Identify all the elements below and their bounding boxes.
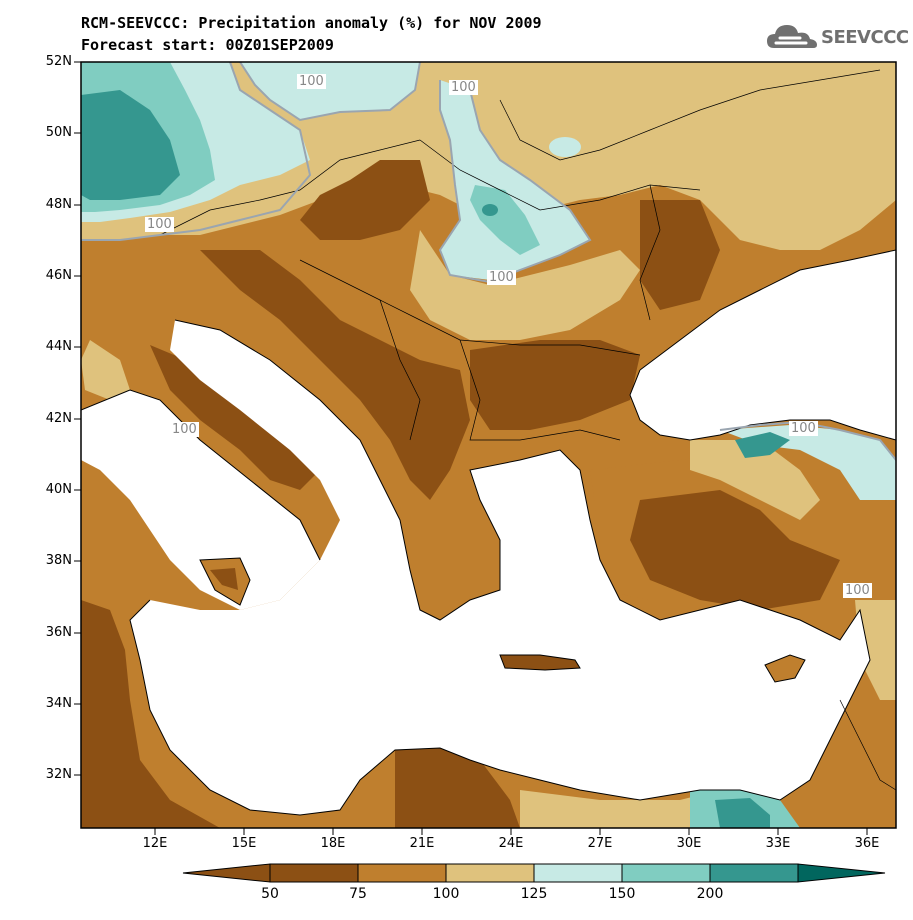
island-crete [499,654,581,671]
colorbar-label: 125 [520,886,548,902]
anomaly-field-slightly-wet-carpathian [440,80,590,280]
lon-label: 36E [854,836,880,851]
colorbar-label: 75 [349,886,367,902]
anomaly-field-slightly-dry-levant [855,600,896,700]
anomaly-field-slightly-wet-ukraine [549,137,581,157]
map-title: RCM-SEEVCCC: Precipitation anomaly (%) f… [81,14,542,32]
colorbar-bin-2 [445,863,535,883]
lat-label: 46N [45,268,72,283]
lon-label: 33E [765,836,791,851]
lat-label: 48N [45,197,72,212]
lat-label: 44N [45,339,72,354]
sea-tyrrhenian [81,390,320,610]
colorbar-bin-5 [709,863,799,883]
lat-label: 40N [45,482,72,497]
anomaly-field-wet-carpathian [470,185,540,255]
lat-label: 34N [45,696,72,711]
colorbar [182,863,886,883]
axis-ticks [74,61,868,835]
lon-label: 15E [231,836,257,851]
anomaly-field-very-dry-libya [395,745,520,828]
anomaly-field-very-dry-italy [150,345,320,490]
colorbar-bin-3 [533,863,623,883]
contour-label: 100 [789,421,818,436]
lat-label: 36N [45,625,72,640]
map-frame [80,61,897,829]
coastlines [81,249,896,816]
lat-label: 52N [45,54,72,69]
anomaly-field-very-dry-bulgaria [470,340,640,430]
island-sicily-core [210,568,238,590]
lon-label: 30E [676,836,702,851]
colorbar-label: 100 [432,886,460,902]
contour-label: 100 [487,270,516,285]
lat-label: 32N [45,767,72,782]
anomaly-field-slightly-dry-pannonian [410,230,640,340]
colorbar-bin-0 [269,863,359,883]
lon-label: 21E [409,836,435,851]
anomaly-field-very-wet-carpathian [482,204,498,216]
colorbar-label: 50 [261,886,279,902]
contour-label: 100 [145,217,174,232]
colorbar-label: 200 [696,886,724,902]
anomaly-field-very-dry-moldova [640,200,720,310]
country-borders [159,69,896,791]
anomaly-field-slightly-dry-anatolia [690,440,820,520]
lat-label: 50N [45,125,72,140]
anomaly-field-very-dry-anatolia [630,490,840,610]
seevccc-logo: SEEVCCC [766,22,909,52]
contour-label: 100 [843,583,872,598]
map-field [81,62,896,828]
colorbar-bin-1 [357,863,447,883]
lon-label: 24E [498,836,524,851]
lon-label: 27E [587,836,613,851]
lon-label: 18E [320,836,346,851]
anomaly-field-slightly-wet-central [240,62,420,120]
anomaly-field-very-dry-balkans [200,250,470,500]
anomaly-field-very-dry-alps [300,160,430,240]
colorbar-bin-4 [621,863,711,883]
anomaly-field-very-wet-nile-delta [715,798,770,828]
logo-text: SEEVCCC [821,26,909,48]
colorbar-label: 150 [608,886,636,902]
cloud-icon [767,25,817,48]
sea-black-sea [630,250,896,440]
anomaly-field-slightly-dry-italy-west [81,340,130,400]
contour-label: 100 [297,74,326,89]
anomaly-field-very-wet-black-sea-coast [735,432,790,458]
lon-label: 12E [142,836,168,851]
contour-label: 100 [170,422,199,437]
lat-label: 38N [45,553,72,568]
island-cyprus [764,654,806,683]
lat-label: 42N [45,411,72,426]
anomaly-field-very-wet-west [81,90,180,200]
contour-label: 100 [449,80,478,95]
anomaly-field-very-dry-africa-west [81,600,220,828]
forecast-start-label: Forecast start: 00Z01SEP2009 [81,36,334,54]
colorbar-end-low [182,863,271,883]
colorbar-end-high [797,863,886,883]
